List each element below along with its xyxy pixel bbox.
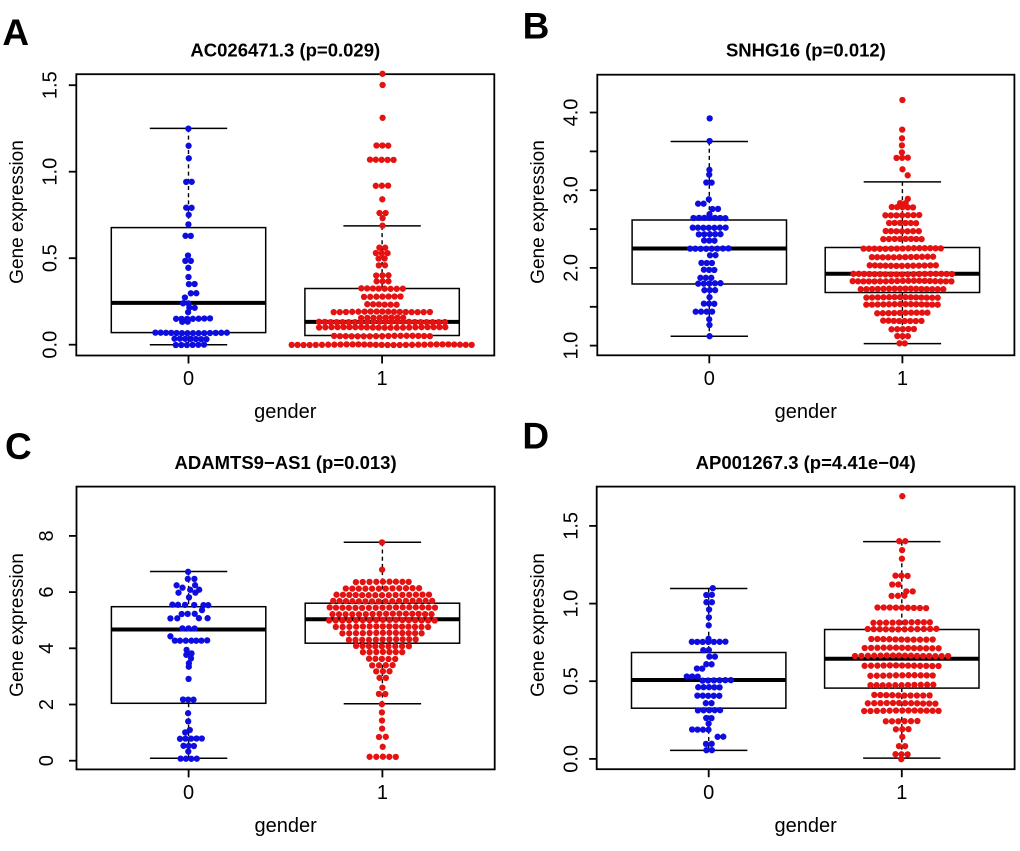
svg-text:4: 4 — [36, 643, 58, 654]
svg-text:0: 0 — [183, 368, 194, 390]
svg-text:1.0: 1.0 — [560, 590, 582, 618]
svg-text:1.5: 1.5 — [39, 71, 61, 99]
svg-text:ADAMTS9−AS1 (p=0.013): ADAMTS9−AS1 (p=0.013) — [175, 452, 397, 473]
svg-text:3.0: 3.0 — [560, 176, 582, 204]
svg-text:0.5: 0.5 — [560, 667, 582, 695]
svg-text:A: A — [2, 12, 29, 53]
svg-text:D: D — [522, 415, 549, 456]
svg-text:1: 1 — [896, 782, 907, 804]
svg-text:2: 2 — [36, 699, 58, 710]
svg-text:0.0: 0.0 — [39, 331, 61, 359]
svg-text:1: 1 — [377, 782, 388, 804]
svg-text:1.5: 1.5 — [560, 512, 582, 540]
svg-text:Gene expression: Gene expression — [7, 140, 28, 284]
svg-text:0.5: 0.5 — [39, 244, 61, 272]
svg-text:0: 0 — [183, 782, 194, 804]
svg-text:1.0: 1.0 — [39, 158, 61, 186]
svg-text:4.0: 4.0 — [560, 99, 582, 127]
svg-text:0: 0 — [36, 755, 58, 766]
svg-text:B: B — [523, 6, 550, 47]
svg-text:0: 0 — [704, 368, 715, 390]
svg-text:gender: gender — [775, 401, 838, 423]
svg-text:1.0: 1.0 — [560, 332, 582, 360]
svg-text:AC026471.3 (p=0.029): AC026471.3 (p=0.029) — [190, 40, 380, 61]
svg-text:SNHG16 (p=0.012): SNHG16 (p=0.012) — [726, 40, 886, 61]
svg-text:C: C — [5, 426, 32, 467]
svg-text:Gene expression: Gene expression — [7, 553, 28, 697]
svg-text:AP001267.3 (p=4.41e−04): AP001267.3 (p=4.41e−04) — [696, 452, 916, 473]
svg-text:0: 0 — [703, 782, 714, 804]
svg-text:2.0: 2.0 — [560, 254, 582, 282]
svg-text:0.0: 0.0 — [560, 745, 582, 773]
svg-text:gender: gender — [775, 815, 838, 837]
svg-text:1: 1 — [897, 368, 908, 390]
svg-text:gender: gender — [254, 401, 317, 423]
svg-text:1: 1 — [377, 368, 388, 390]
svg-text:6: 6 — [36, 587, 58, 598]
svg-text:Gene expression: Gene expression — [528, 553, 549, 697]
svg-text:gender: gender — [254, 815, 317, 837]
svg-text:8: 8 — [36, 530, 58, 541]
svg-text:Gene expression: Gene expression — [528, 140, 549, 284]
